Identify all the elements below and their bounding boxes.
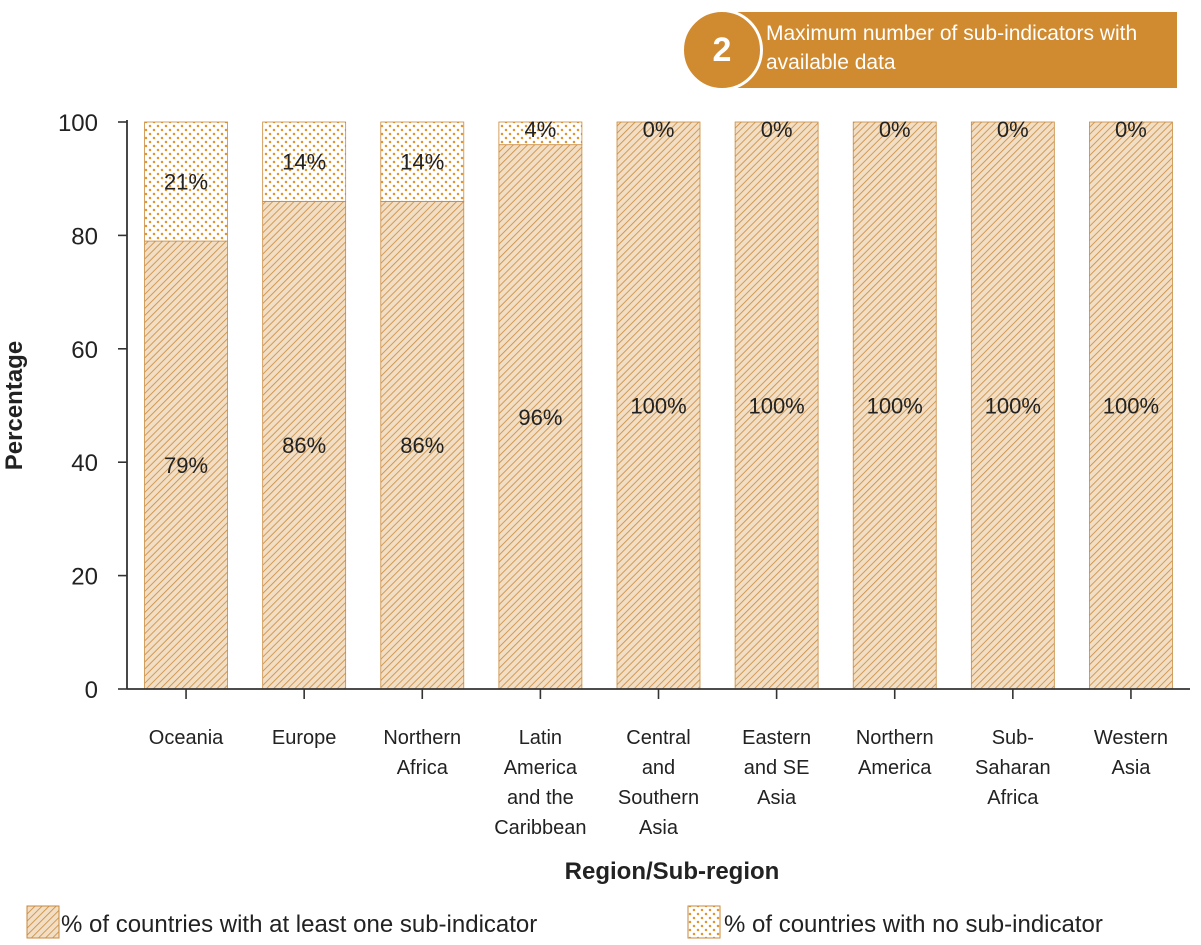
- x-tick-label: Eastern and SE Asia: [742, 727, 811, 809]
- bar-segment-with-sub-indicator: [1089, 121, 1173, 690]
- data-label-no-sub-indicator: 0%: [761, 117, 793, 142]
- badge-number: 2: [681, 9, 763, 91]
- x-tick-label: Europe: [272, 727, 337, 749]
- data-label-with-sub-indicator: 100%: [1103, 394, 1159, 419]
- bar-segment-with-sub-indicator: [380, 200, 465, 690]
- data-label-with-sub-indicator: 79%: [164, 453, 208, 478]
- y-tick-label: 60: [71, 337, 98, 364]
- x-tick-label: Sub-Saharan Africa: [975, 727, 1051, 809]
- x-tick-label: Northern Africa: [383, 727, 461, 779]
- x-tick-label: Western Asia: [1094, 727, 1168, 779]
- bar-segment-with-sub-indicator: [144, 240, 228, 690]
- data-label-no-sub-indicator: 0%: [1115, 117, 1147, 142]
- data-label-no-sub-indicator: 21%: [164, 170, 208, 195]
- data-label-no-sub-indicator: 14%: [282, 150, 326, 175]
- y-tick-label: 100: [58, 110, 98, 137]
- data-label-no-sub-indicator: 0%: [643, 117, 675, 142]
- data-label-with-sub-indicator: 100%: [867, 394, 923, 419]
- bar-segment-with-sub-indicator: [616, 121, 701, 690]
- x-axis-title: Region/Sub-region: [565, 858, 780, 885]
- bar-segment-no-sub-indicator: [498, 121, 583, 146]
- bar-segment-no-sub-indicator: [144, 121, 228, 242]
- y-tick-label: 0: [85, 677, 98, 704]
- data-label-with-sub-indicator: 100%: [985, 394, 1041, 419]
- y-tick-label: 80: [71, 223, 98, 250]
- bar-segment-no-sub-indicator: [380, 121, 465, 202]
- data-label-no-sub-indicator: 0%: [997, 117, 1029, 142]
- y-tick-label: 20: [71, 564, 98, 591]
- legend-label-no-sub-indicator: % of countries with no sub-indicator: [724, 911, 1103, 938]
- bar-segment-no-sub-indicator: [262, 121, 347, 202]
- bar-segment-with-sub-indicator: [498, 144, 583, 690]
- legend-swatch-no-sub-indicator: [687, 905, 721, 939]
- legend-label-with-sub-indicator: % of countries with at least one sub-ind…: [61, 911, 537, 938]
- bar-segment-with-sub-indicator: [970, 121, 1055, 690]
- data-label-no-sub-indicator: 14%: [400, 150, 444, 175]
- y-tick-label: 40: [71, 450, 98, 477]
- data-label-no-sub-indicator: 0%: [879, 117, 911, 142]
- badge-text: Maximum number of sub-indicators with av…: [766, 22, 1138, 74]
- data-label-with-sub-indicator: 96%: [518, 405, 562, 430]
- x-tick-label: Central and Southern Asia: [618, 727, 699, 839]
- data-label-with-sub-indicator: 100%: [630, 394, 686, 419]
- badge-bar: [724, 12, 1177, 88]
- data-label-no-sub-indicator: 4%: [524, 117, 556, 142]
- bar-segment-with-sub-indicator: [734, 121, 819, 690]
- x-tick-label: Northern America: [856, 727, 934, 779]
- data-label-with-sub-indicator: 100%: [748, 394, 804, 419]
- x-tick-label: Oceania: [149, 727, 224, 749]
- bar-segment-with-sub-indicator: [852, 121, 937, 690]
- data-label-with-sub-indicator: 86%: [400, 433, 444, 458]
- x-tick-label: Latin America and the Caribbean: [494, 727, 586, 839]
- data-label-with-sub-indicator: 86%: [282, 433, 326, 458]
- legend-swatch-with-sub-indicator: [26, 905, 60, 939]
- y-axis-title: Percentage: [1, 341, 28, 470]
